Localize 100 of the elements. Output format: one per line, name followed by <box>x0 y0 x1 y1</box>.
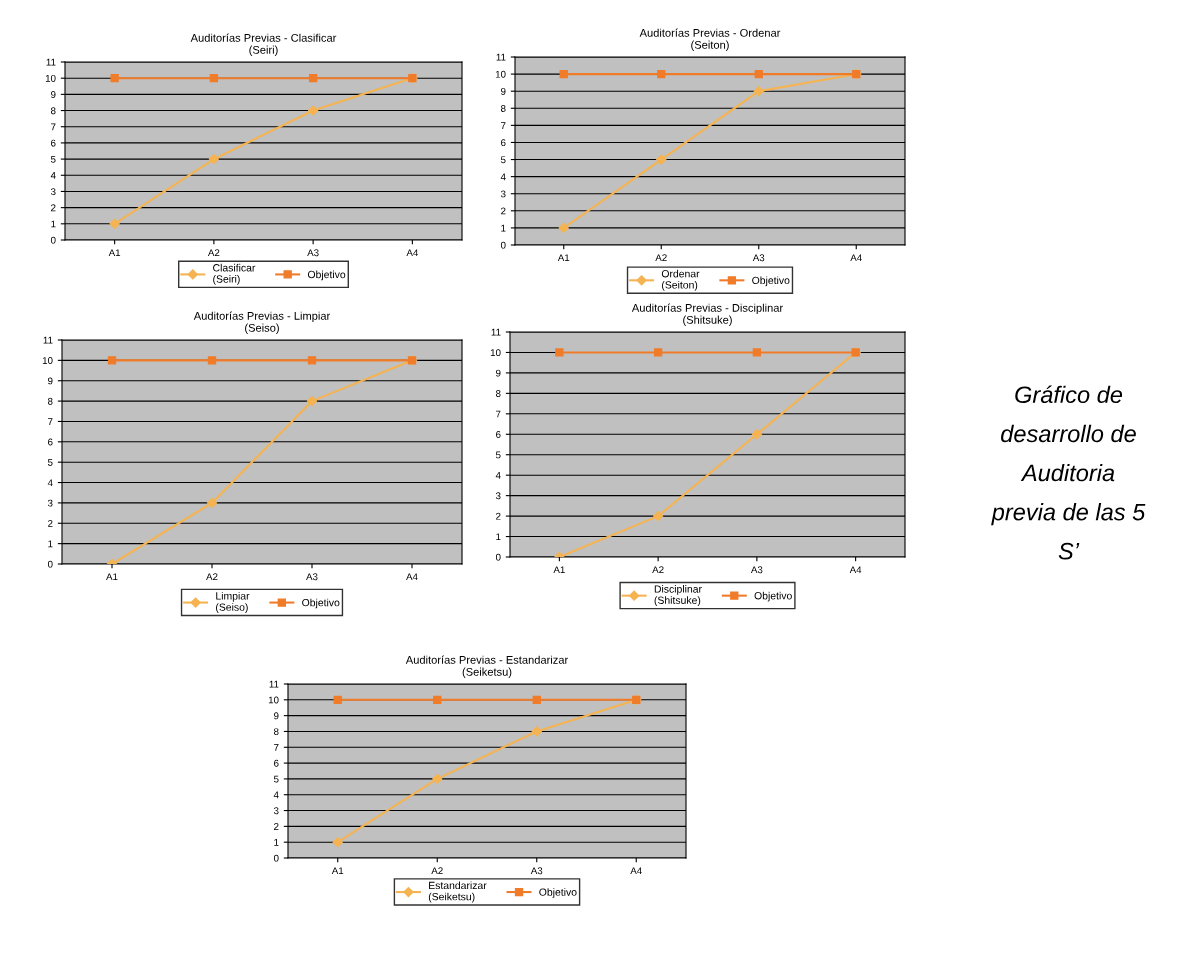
legend-label: Objetivo <box>754 591 792 602</box>
y-tick-label: 8 <box>495 390 501 397</box>
y-tick-label: 4 <box>495 472 501 479</box>
point <box>306 395 318 407</box>
x-tick-label: A1 <box>331 867 344 875</box>
point <box>531 726 542 737</box>
y-tick-label: 7 <box>48 418 53 425</box>
chart-title: Auditorías Previas - Clasificar (Seiri) <box>190 33 337 56</box>
y-tick-label: 11 <box>269 680 279 688</box>
point <box>754 69 763 79</box>
y-tick-label: 4 <box>500 173 506 181</box>
y-tick-label: 9 <box>274 712 279 720</box>
y-tick-label: 7 <box>496 410 501 418</box>
y-tick-label: 9 <box>48 377 53 385</box>
x-tick-label: A3 <box>530 867 543 875</box>
point <box>308 74 318 83</box>
chart-title: Auditorías Previas - Ordenar (Seiton) <box>639 28 781 51</box>
x-tick-label: A2 <box>206 573 218 581</box>
point <box>207 356 217 365</box>
y-tick-label: 6 <box>501 139 506 147</box>
y-tick-label: 4 <box>50 172 56 179</box>
point <box>656 154 667 165</box>
legend-label: Ordenar (Seiton) <box>661 269 700 291</box>
y-tick-label: 10 <box>268 696 279 704</box>
y-tick-label: 5 <box>495 451 501 459</box>
legend-label: Objetivo <box>302 598 340 609</box>
point <box>333 695 342 704</box>
point <box>653 348 663 357</box>
point <box>753 86 764 97</box>
point <box>752 348 762 357</box>
y-tick-label: 2 <box>51 204 56 212</box>
y-tick-label: 7 <box>51 123 56 131</box>
point <box>751 429 762 440</box>
y-tick-label: 2 <box>48 520 53 527</box>
x-tick-label: A1 <box>557 254 570 262</box>
x-tick-label: A3 <box>752 254 765 262</box>
x-tick-label: A3 <box>750 566 763 574</box>
point <box>653 510 664 522</box>
legend-label: Estandarizar (Seiketsu) <box>428 881 487 903</box>
y-tick-label: 8 <box>47 397 53 405</box>
x-tick-label: A4 <box>406 573 418 581</box>
x-tick-label: A4 <box>850 254 862 262</box>
x-tick-label: A3 <box>307 249 319 257</box>
y-tick-label: 11 <box>491 328 501 336</box>
point <box>110 74 119 83</box>
y-tick-label: 3 <box>500 190 506 198</box>
y-tick-label: 4 <box>273 791 279 799</box>
x-tick-label: A1 <box>108 249 121 257</box>
y-tick-label: 11 <box>43 336 53 344</box>
y-tick-label: 6 <box>48 438 53 446</box>
y-tick-label: 0 <box>495 553 501 561</box>
x-tick-label: A1 <box>106 573 118 581</box>
point <box>559 69 568 79</box>
y-tick-label: 3 <box>50 188 56 196</box>
y-tick-label: 7 <box>501 122 506 129</box>
y-tick-label: 8 <box>50 107 56 115</box>
point <box>209 74 219 83</box>
x-tick-label: A2 <box>652 566 664 574</box>
y-tick-label: 7 <box>274 744 279 751</box>
y-tick-label: 10 <box>490 349 501 357</box>
y-tick-label: 10 <box>45 74 56 82</box>
point <box>433 695 442 704</box>
y-tick-label: 9 <box>51 91 56 98</box>
point <box>308 105 319 116</box>
legend-label: Limpiar (Seiso) <box>216 591 250 613</box>
point <box>107 356 117 365</box>
point <box>208 153 219 165</box>
text: Gráfico de desarrollo de Auditoria previa de las 5 S’ <box>991 385 1146 560</box>
point <box>657 69 666 79</box>
y-tick-label: 1 <box>48 540 53 548</box>
y-tick-label: 5 <box>50 155 56 163</box>
legend-label: Objetivo <box>307 270 346 281</box>
y-tick-label: 0 <box>273 854 279 862</box>
y-tick-label: 8 <box>500 105 506 112</box>
x-tick-label: A4 <box>849 566 862 574</box>
point <box>332 837 343 848</box>
y-tick-label: 10 <box>42 357 53 364</box>
y-tick-label: 1 <box>51 220 56 228</box>
y-tick-label: 8 <box>273 728 279 736</box>
legend-label: Objetivo <box>539 888 577 898</box>
legend-label: Disciplinar (Shitsuke) <box>654 585 702 606</box>
y-tick-label: 10 <box>495 70 506 78</box>
y-tick-label: 2 <box>496 512 501 520</box>
point <box>558 222 569 234</box>
y-tick-label: 3 <box>495 492 501 500</box>
y-tick-label: 1 <box>274 839 279 846</box>
y-tick-label: 11 <box>46 58 56 66</box>
y-tick-label: 11 <box>496 53 506 61</box>
y-tick-label: 3 <box>47 499 53 507</box>
point <box>432 773 443 785</box>
y-tick-label: 6 <box>51 139 56 147</box>
y-tick-label: 3 <box>273 807 279 815</box>
y-tick-label: 2 <box>274 823 279 830</box>
y-tick-label: 5 <box>273 775 279 783</box>
point <box>206 497 218 509</box>
y-tick-label: 6 <box>274 759 279 767</box>
x-tick-label: A1 <box>553 566 565 574</box>
y-tick-label: 6 <box>496 431 501 438</box>
y-tick-label: 1 <box>496 533 501 541</box>
x-tick-label: A2 <box>655 254 667 262</box>
